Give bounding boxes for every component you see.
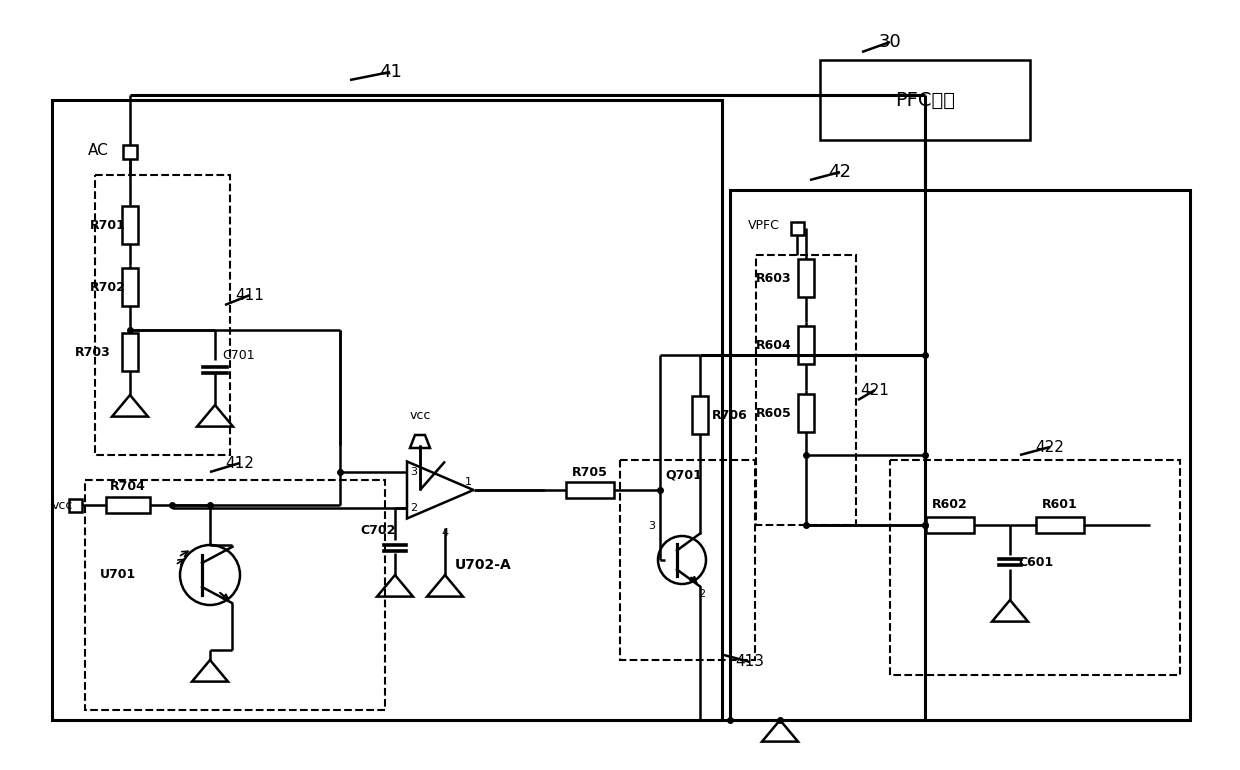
Text: 3: 3	[410, 467, 417, 477]
Text: 41: 41	[378, 63, 402, 81]
Text: U702-A: U702-A	[455, 558, 512, 572]
Bar	[799, 394, 813, 432]
Text: 422: 422	[1035, 440, 1064, 454]
Bar	[799, 326, 813, 364]
Bar	[1035, 517, 1084, 533]
Bar	[890, 460, 1180, 675]
Text: C702: C702	[360, 524, 396, 537]
Bar	[799, 259, 813, 297]
Bar	[730, 190, 1190, 720]
Text: AC: AC	[88, 142, 109, 158]
Text: R706: R706	[712, 409, 748, 421]
Bar	[52, 100, 722, 720]
Bar	[692, 396, 708, 434]
Text: 421: 421	[861, 383, 889, 397]
Text: vcc: vcc	[409, 409, 430, 421]
Text: R705: R705	[572, 466, 608, 478]
Text: VPFC: VPFC	[748, 219, 780, 232]
Text: R603: R603	[756, 272, 791, 284]
Text: vcc: vcc	[52, 498, 73, 511]
Bar	[756, 255, 856, 525]
Text: 413: 413	[735, 654, 765, 669]
Text: R602: R602	[932, 497, 968, 511]
Text: R704: R704	[110, 480, 146, 493]
Bar	[620, 460, 755, 660]
Text: C601: C601	[1018, 555, 1053, 568]
Text: U701: U701	[100, 568, 136, 581]
Bar	[122, 206, 138, 244]
Text: 30: 30	[879, 33, 901, 51]
Text: R601: R601	[1042, 497, 1078, 511]
Text: 42: 42	[828, 163, 852, 181]
Bar	[565, 482, 614, 498]
Bar	[122, 333, 138, 371]
Text: 3: 3	[649, 521, 656, 531]
Text: R703: R703	[74, 346, 110, 359]
Bar	[68, 498, 82, 511]
Text: 4: 4	[441, 528, 449, 538]
Text: Q701: Q701	[665, 468, 702, 481]
Text: R702: R702	[91, 280, 126, 293]
Bar	[123, 145, 136, 159]
Text: PFC电路: PFC电路	[895, 91, 955, 109]
Bar	[820, 60, 1030, 140]
Text: 1: 1	[465, 477, 472, 487]
Bar	[926, 517, 973, 533]
Bar	[791, 222, 804, 235]
Text: R604: R604	[756, 339, 792, 351]
Bar	[122, 268, 138, 306]
Text: 2: 2	[698, 589, 706, 599]
Bar	[86, 480, 384, 710]
Text: 2: 2	[410, 503, 417, 513]
Bar	[105, 497, 150, 513]
Text: 411: 411	[236, 287, 264, 303]
Text: C701: C701	[222, 349, 254, 361]
Text: 412: 412	[226, 456, 254, 470]
Bar	[95, 175, 229, 455]
Text: R701: R701	[91, 219, 126, 232]
Text: R605: R605	[756, 407, 792, 420]
